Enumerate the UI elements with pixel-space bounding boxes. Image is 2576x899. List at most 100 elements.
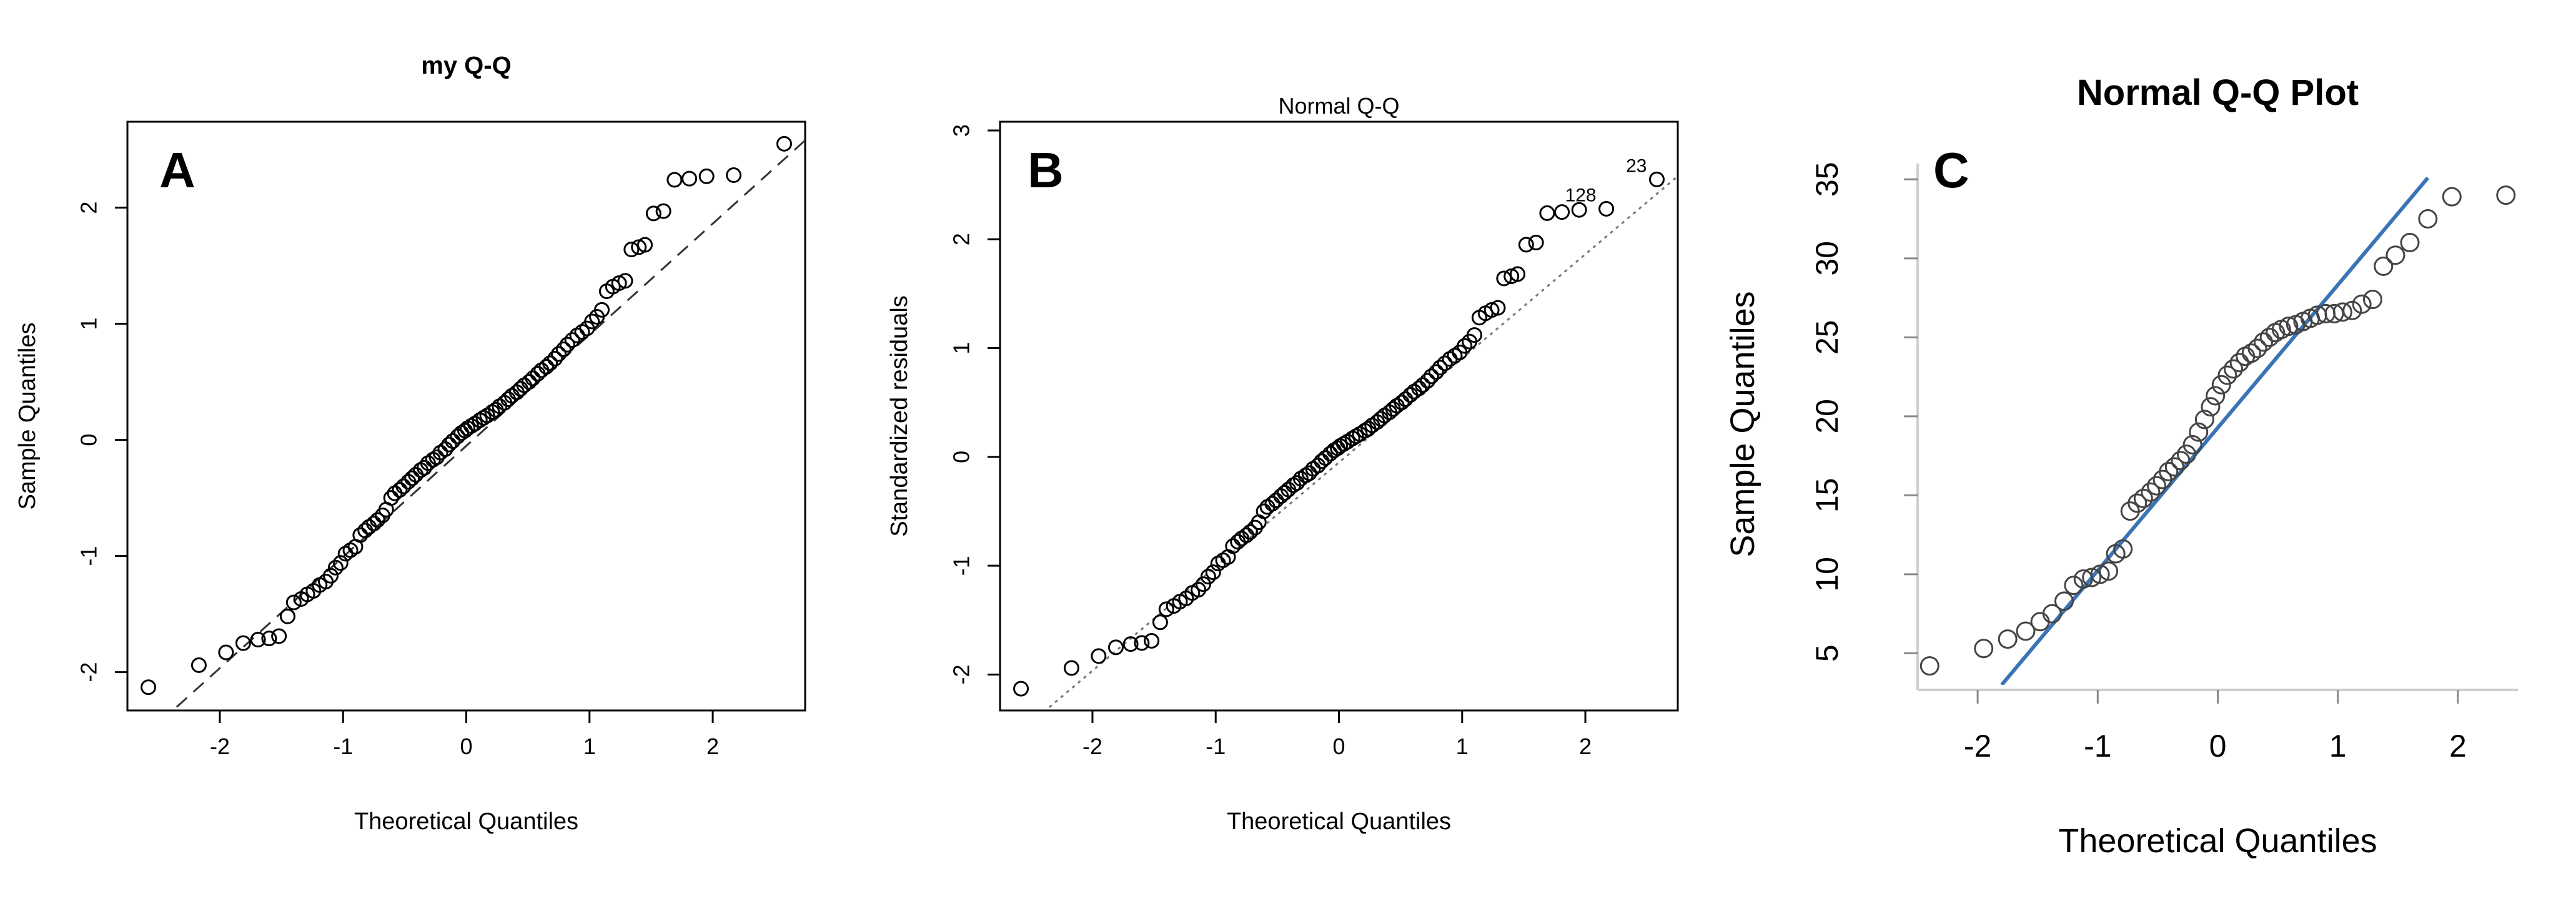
data-point [1063, 660, 1079, 676]
data-point [1437, 355, 1453, 371]
data-point [655, 203, 671, 219]
data-point [2342, 300, 2362, 320]
data-point [617, 273, 633, 289]
data-point [404, 470, 420, 486]
panel-label: B [1028, 142, 1064, 198]
point-label: 128 [1565, 185, 1597, 205]
x-tick-label: 1 [2329, 729, 2347, 764]
y-tick-label: 1 [949, 342, 974, 355]
data-point [1554, 204, 1570, 220]
data-point [2182, 435, 2202, 454]
x-tick-label: -2 [1082, 734, 1102, 759]
data-point [1205, 564, 1221, 581]
data-point [332, 555, 349, 571]
data-point [1457, 338, 1473, 354]
data-point [776, 135, 792, 152]
data-point [218, 644, 234, 661]
data-point [1242, 524, 1258, 540]
point-label: 23 [1626, 155, 1647, 176]
y-tick-label: 35 [1810, 162, 1845, 197]
data-point [1598, 200, 1615, 217]
x-tick-label: -1 [1206, 734, 1226, 759]
data-point [352, 527, 369, 543]
y-tick-label: 3 [949, 124, 974, 137]
data-point [395, 478, 412, 494]
data-point [1411, 380, 1427, 396]
data-point [1289, 475, 1305, 491]
data-point [1571, 202, 1587, 218]
data-point [1920, 656, 1939, 676]
data-point [1264, 496, 1281, 512]
data-point [250, 632, 266, 648]
x-tick-label: 0 [2209, 729, 2227, 764]
figure-panels: my Q-Q A -2 -1 0 1 2 -2 -1 0 1 2 Theoretical Quantil… [14, 52, 2518, 860]
data-point [623, 242, 640, 258]
data-point [1158, 601, 1174, 617]
y-tick-label: -1 [949, 556, 974, 576]
panel-label: C [1933, 142, 1969, 198]
data-point [555, 341, 572, 358]
data-point [1013, 680, 1029, 697]
y-tick-label: -2 [949, 664, 974, 684]
data-point [1239, 527, 1255, 543]
data-point [2194, 410, 2214, 430]
data-point [416, 459, 432, 476]
data-point [445, 433, 461, 449]
x-axis-label: Theoretical Quantiles [354, 808, 578, 835]
data-point [327, 559, 344, 576]
data-point [2362, 290, 2382, 310]
data-point [2211, 375, 2231, 395]
y-tick-label: 25 [1810, 320, 1845, 355]
data-point [666, 172, 683, 188]
data-point [2247, 338, 2267, 358]
data-points [1013, 171, 1665, 697]
x-tick-label: 1 [1456, 734, 1469, 759]
data-points [1920, 185, 2516, 676]
data-point [594, 302, 610, 318]
data-point [2400, 233, 2420, 253]
data-point [2133, 488, 2153, 508]
data-point [1528, 234, 1544, 250]
data-point [2206, 386, 2226, 406]
data-point [235, 635, 251, 651]
data-point [1091, 648, 1107, 664]
data-point [2159, 461, 2179, 481]
y-axis-label: Sample Quantiles [1724, 291, 1761, 557]
data-point [1301, 465, 1317, 481]
chart-title: my Q-Q [421, 52, 511, 79]
data-point [285, 594, 302, 611]
data-point [2201, 397, 2221, 417]
data-point [584, 313, 600, 330]
data-point [538, 358, 555, 375]
data-point [1134, 635, 1150, 651]
data-point [369, 512, 385, 528]
data-point [2418, 209, 2438, 229]
data-point [2496, 185, 2516, 205]
data-point [1394, 395, 1410, 411]
chart-title: Normal Q-Q [1278, 93, 1399, 119]
data-point [1998, 629, 2018, 649]
data-point [2352, 294, 2372, 314]
data-point [681, 170, 698, 187]
y-tick-label: -1 [76, 546, 102, 566]
y-tick-label: 20 [1810, 399, 1845, 434]
data-point [2223, 359, 2243, 379]
data-point [441, 436, 457, 453]
data-point [1510, 266, 1526, 282]
data-point [1539, 205, 1555, 221]
data-point [2141, 482, 2161, 502]
data-point [141, 679, 157, 695]
data-point [1467, 327, 1482, 343]
data-point [1277, 484, 1293, 501]
data-point [366, 516, 382, 532]
x-axis-label: Theoretical Quantiles [2058, 822, 2377, 860]
data-point [1496, 270, 1512, 287]
y-tick-label: 5 [1810, 644, 1845, 662]
data-point [2324, 303, 2344, 323]
data-point [698, 168, 715, 184]
data-point [2016, 621, 2036, 641]
data-point [2374, 256, 2394, 276]
data-point [2385, 245, 2405, 265]
